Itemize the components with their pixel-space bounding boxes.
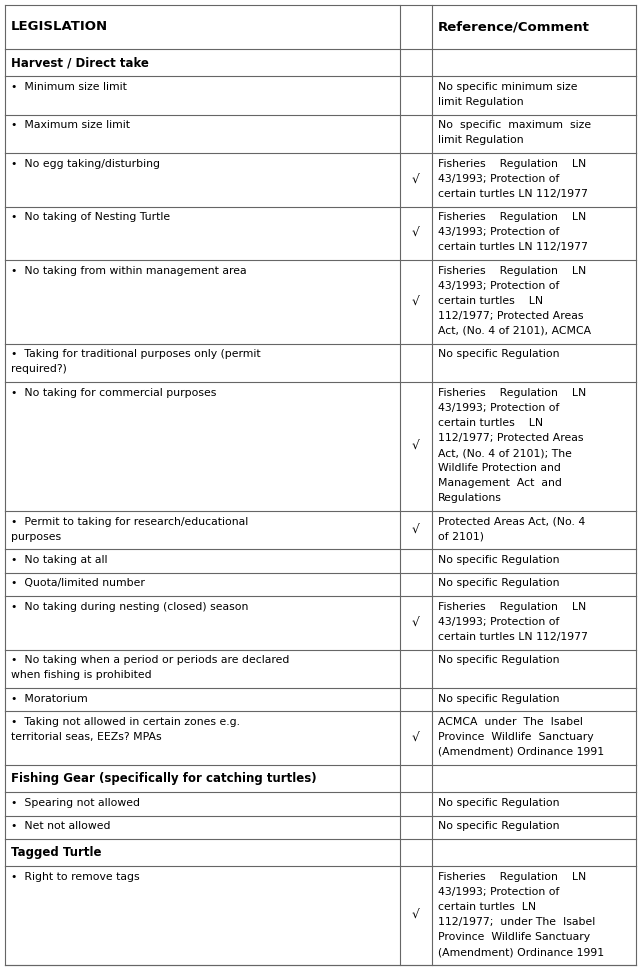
Text: limit Regulation: limit Regulation — [438, 136, 524, 145]
Text: certain turtles LN 112/1977: certain turtles LN 112/1977 — [438, 242, 588, 252]
Text: Fishing Gear (specifically for catching turtles): Fishing Gear (specifically for catching … — [11, 772, 317, 785]
Text: √: √ — [412, 732, 420, 744]
Text: required?): required?) — [11, 364, 67, 374]
Text: when fishing is prohibited: when fishing is prohibited — [11, 671, 152, 680]
Text: √: √ — [412, 524, 420, 537]
Text: certain turtles    LN: certain turtles LN — [438, 296, 554, 306]
Text: of 2101): of 2101) — [438, 532, 484, 542]
Text: •  Permit to taking for research/educational: • Permit to taking for research/educatio… — [11, 516, 248, 526]
Text: No specific minimum size: No specific minimum size — [438, 81, 578, 92]
Text: certain turtles LN 112/1977: certain turtles LN 112/1977 — [438, 189, 588, 199]
Text: No specific Regulation: No specific Regulation — [438, 821, 560, 831]
Text: •  Taking for traditional purposes only (permit: • Taking for traditional purposes only (… — [11, 349, 261, 359]
Text: certain turtles LN 112/1977: certain turtles LN 112/1977 — [438, 632, 588, 641]
Text: 112/1977; Protected Areas: 112/1977; Protected Areas — [438, 311, 583, 321]
Text: 43/1993; Protection of: 43/1993; Protection of — [438, 281, 560, 291]
Text: 43/1993; Protection of: 43/1993; Protection of — [438, 616, 560, 627]
Text: (Amendment) Ordinance 1991: (Amendment) Ordinance 1991 — [438, 747, 604, 757]
Text: √: √ — [412, 616, 420, 629]
Text: √: √ — [412, 173, 420, 186]
Text: •  Minimum size limit: • Minimum size limit — [11, 81, 127, 92]
Text: •  Right to remove tags: • Right to remove tags — [11, 872, 140, 882]
Text: 43/1993; Protection of: 43/1993; Protection of — [438, 173, 560, 184]
Text: Fisheries    Regulation    LN: Fisheries Regulation LN — [438, 602, 587, 611]
Text: Regulations: Regulations — [438, 493, 502, 503]
Text: •  Taking not allowed in certain zones e.g.: • Taking not allowed in certain zones e.… — [11, 717, 240, 727]
Text: •  Maximum size limit: • Maximum size limit — [11, 120, 130, 130]
Text: certain turtles    LN: certain turtles LN — [438, 418, 554, 428]
Text: •  No taking when a period or periods are declared: • No taking when a period or periods are… — [11, 655, 289, 665]
Text: Wildlife Protection and: Wildlife Protection and — [438, 463, 564, 473]
Text: Province  Wildlife  Sanctuary: Province Wildlife Sanctuary — [438, 732, 594, 742]
Text: No specific Regulation: No specific Regulation — [438, 797, 560, 808]
Text: •  No taking at all: • No taking at all — [11, 555, 108, 565]
Text: No specific Regulation: No specific Regulation — [438, 655, 560, 665]
Text: certain turtles  LN: certain turtles LN — [438, 902, 540, 912]
Text: limit Regulation: limit Regulation — [438, 97, 524, 107]
Text: (Amendment) Ordinance 1991: (Amendment) Ordinance 1991 — [438, 948, 604, 957]
Text: No specific Regulation: No specific Regulation — [438, 349, 560, 359]
Text: No specific Regulation: No specific Regulation — [438, 578, 560, 588]
Text: 112/1977; Protected Areas: 112/1977; Protected Areas — [438, 433, 583, 443]
Text: •  No taking during nesting (closed) season: • No taking during nesting (closed) seas… — [11, 602, 248, 611]
Text: •  No egg taking/disturbing: • No egg taking/disturbing — [11, 159, 160, 169]
Text: √: √ — [412, 227, 420, 240]
Text: •  Moratorium: • Moratorium — [11, 694, 88, 703]
Text: Reference/Comment: Reference/Comment — [438, 20, 590, 34]
Text: •  Quota/limited number: • Quota/limited number — [11, 578, 145, 588]
Text: Fisheries    Regulation    LN: Fisheries Regulation LN — [438, 388, 587, 397]
Text: Act, (No. 4 of 2101), ACMCA: Act, (No. 4 of 2101), ACMCA — [438, 326, 591, 336]
Text: •  No taking from within management area: • No taking from within management area — [11, 266, 247, 275]
Text: 43/1993; Protection of: 43/1993; Protection of — [438, 403, 560, 413]
Text: purposes: purposes — [11, 532, 61, 542]
Text: Province  Wildlife Sanctuary: Province Wildlife Sanctuary — [438, 932, 608, 942]
Text: Fisheries    Regulation    LN: Fisheries Regulation LN — [438, 872, 587, 882]
Text: Tagged Turtle: Tagged Turtle — [11, 846, 101, 860]
Text: 112/1977;  under The  Isabel: 112/1977; under The Isabel — [438, 917, 599, 927]
Text: No specific Regulation: No specific Regulation — [438, 555, 560, 565]
Text: ACMCA  under  The  Isabel: ACMCA under The Isabel — [438, 717, 583, 727]
Text: Fisheries    Regulation    LN: Fisheries Regulation LN — [438, 212, 587, 222]
Text: Act, (No. 4 of 2101); The: Act, (No. 4 of 2101); The — [438, 448, 572, 458]
Text: Harvest / Direct take: Harvest / Direct take — [11, 56, 149, 69]
Text: •  No taking of Nesting Turtle: • No taking of Nesting Turtle — [11, 212, 170, 222]
Text: Management  Act  and: Management Act and — [438, 478, 562, 488]
Text: No  specific  maximum  size: No specific maximum size — [438, 120, 591, 130]
Text: •  Spearing not allowed: • Spearing not allowed — [11, 797, 140, 808]
Text: LEGISLATION: LEGISLATION — [11, 20, 108, 34]
Text: Fisheries    Regulation    LN: Fisheries Regulation LN — [438, 159, 587, 169]
Text: No specific Regulation: No specific Regulation — [438, 694, 560, 703]
Text: 43/1993; Protection of: 43/1993; Protection of — [438, 227, 560, 237]
Text: Fisheries    Regulation    LN: Fisheries Regulation LN — [438, 266, 587, 275]
Text: √: √ — [412, 909, 420, 922]
Text: •  No taking for commercial purposes: • No taking for commercial purposes — [11, 388, 217, 397]
Text: •  Net not allowed: • Net not allowed — [11, 821, 110, 831]
Text: √: √ — [412, 296, 420, 308]
Text: √: √ — [412, 440, 420, 453]
Text: territorial seas, EEZs? MPAs: territorial seas, EEZs? MPAs — [11, 732, 162, 742]
Text: 43/1993; Protection of: 43/1993; Protection of — [438, 887, 560, 897]
Text: Protected Areas Act, (No. 4: Protected Areas Act, (No. 4 — [438, 516, 585, 526]
